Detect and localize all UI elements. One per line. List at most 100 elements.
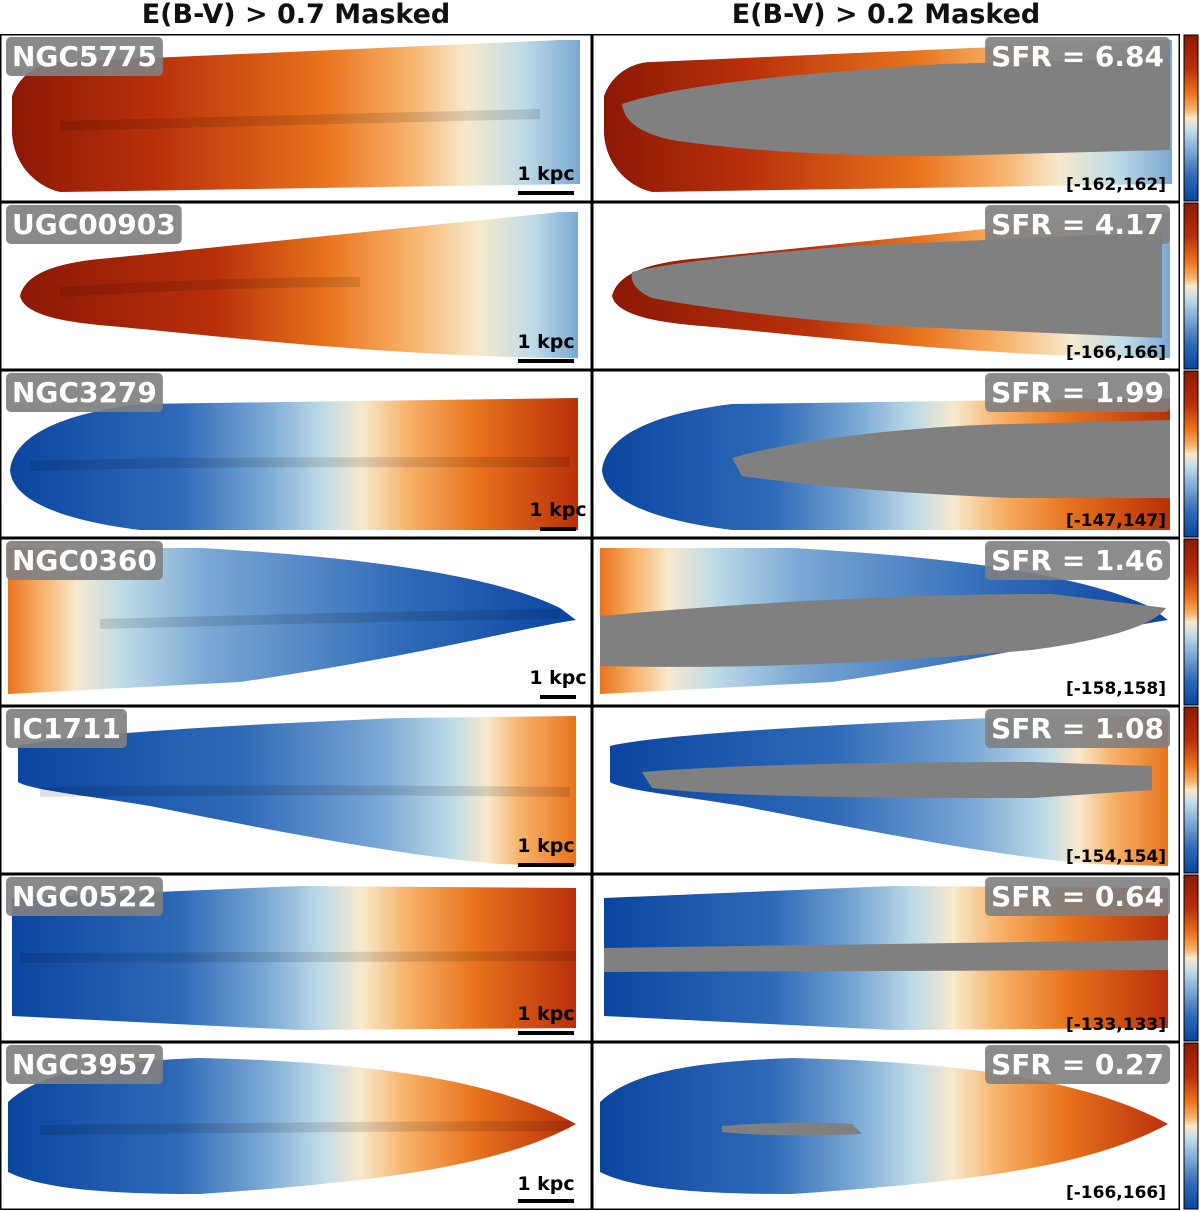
galaxy-name-box (6, 205, 182, 244)
sfr-box (985, 1045, 1170, 1084)
velocity-field (20, 212, 578, 358)
velocity-range-label: [-162,162] (1066, 175, 1166, 195)
galaxy-name-label: UGC00903 (12, 208, 176, 241)
galaxy-name-box (6, 37, 163, 76)
scale-bar-label: 1 kpc (517, 1003, 574, 1025)
sfr-label: SFR = 6.84 (991, 40, 1164, 73)
right-column-title: E(B-V) > 0.2 Masked (731, 0, 1041, 30)
panel-ngc3957-left: NGC3957 1 kpc (0, 1042, 592, 1210)
panel-ngc5775-left: NGC5775 1 kpc (0, 34, 592, 202)
panel-ugc00903-left: UGC00903 1 kpc (0, 202, 592, 370)
sfr-box (985, 373, 1170, 412)
velocity-field (10, 398, 578, 530)
sfr-box (985, 541, 1170, 580)
panel-frame (0, 1042, 592, 1210)
sfr-box (985, 205, 1170, 244)
galaxy-name-label: IC1711 (12, 712, 121, 745)
panel-frame (592, 706, 1180, 874)
extinction-mask (732, 420, 1170, 498)
left-column-title: E(B-V) > 0.7 Masked (141, 0, 451, 30)
panel-frame (0, 874, 592, 1042)
sfr-label: SFR = 1.99 (991, 376, 1164, 409)
extinction-mask (631, 232, 1162, 338)
sfr-box (985, 709, 1170, 748)
major-axis-streak (59, 109, 541, 131)
colorbar-strip (1183, 202, 1199, 370)
velocity-field (18, 716, 576, 866)
panel-frame (0, 538, 592, 706)
scale-bar-label: 1 kpc (529, 667, 586, 689)
panel-frame (592, 1042, 1180, 1210)
galaxy-name-label: NGC0522 (12, 880, 157, 913)
major-axis-streak (59, 277, 361, 297)
sfr-label: SFR = 0.64 (991, 880, 1164, 913)
colorbar-strip (1183, 370, 1199, 538)
panel-ngc0522-left: NGC0522 1 kpc (0, 874, 592, 1042)
scale-bar (518, 191, 574, 195)
scale-bar-label: 1 kpc (517, 163, 574, 185)
scale-bar-label: 1 kpc (517, 835, 574, 857)
extinction-mask (622, 58, 1170, 156)
panel-frame (592, 370, 1180, 538)
velocity-range-label: [-133,133] (1066, 1015, 1166, 1035)
major-axis-streak (29, 457, 571, 471)
velocity-range-label: [-154,154] (1066, 847, 1166, 867)
colorbar (1183, 34, 1199, 1210)
panel-frame (592, 34, 1180, 202)
galaxy-name-label: NGC3279 (12, 376, 157, 409)
panel-ic1711-right: SFR = 1.08 [-154,154] (592, 706, 1180, 874)
colorbar-strip (1183, 538, 1199, 706)
panel-ngc5775-right: SFR = 6.84 [-162,162] (592, 34, 1180, 202)
galaxy-name-label: NGC0360 (12, 544, 157, 577)
velocity-map-grid: NGC5775 1 kpc SFR = 6.84 [-162,162] UGC00903… (0, 34, 1199, 1210)
panel-frame (592, 538, 1180, 706)
galaxy-name-box (6, 709, 127, 748)
scale-bar-label: 1 kpc (517, 1173, 574, 1195)
sfr-label: SFR = 0.27 (991, 1048, 1164, 1081)
panel-frame (0, 34, 592, 202)
sfr-box (985, 37, 1170, 76)
velocity-field (8, 1058, 576, 1194)
galaxy-name-box (6, 1045, 163, 1084)
major-axis-streak (19, 951, 577, 963)
panel-frame (0, 706, 592, 874)
galaxy-name-box (6, 373, 163, 412)
sfr-label: SFR = 4.17 (991, 208, 1164, 241)
sfr-box (985, 877, 1170, 916)
extinction-mask (604, 940, 1168, 972)
major-axis-streak (39, 785, 571, 797)
sfr-label: SFR = 1.08 (991, 712, 1164, 745)
galaxy-name-box (6, 541, 163, 580)
panel-frame (0, 202, 592, 370)
velocity-range-label: [-166,166] (1066, 343, 1166, 363)
scale-bar-label: 1 kpc (517, 331, 574, 353)
panel-ugc00903-right: SFR = 4.17 [-166,166] (592, 202, 1180, 370)
velocity-range-label: [-158,158] (1066, 679, 1166, 699)
scale-bar (518, 359, 574, 363)
panel-ngc0360-right: SFR = 1.46 [-158,158] (592, 538, 1180, 706)
galaxy-name-label: NGC5775 (12, 40, 157, 73)
galaxy-name-label: NGC3957 (12, 1048, 157, 1081)
velocity-range-label: [-147,147] (1066, 511, 1166, 531)
scale-bar (540, 527, 576, 531)
scale-bar-label: 1 kpc (529, 499, 586, 521)
panel-frame (0, 370, 592, 538)
panel-ngc0360-left: NGC0360 1 kpc (0, 538, 592, 706)
colorbar-strip (1183, 34, 1199, 202)
major-axis-streak (39, 1121, 571, 1135)
velocity-field (12, 40, 580, 192)
extinction-mask (642, 762, 1152, 798)
panel-ngc3279-right: SFR = 1.99 [-147,147] (592, 370, 1180, 538)
panel-frame (592, 874, 1180, 1042)
panel-ngc3957-right: SFR = 0.27 [-166,166] (592, 1042, 1180, 1210)
velocity-field (12, 886, 576, 1030)
colorbar-strip (1183, 874, 1199, 1042)
extinction-mask (600, 594, 1166, 667)
panel-ic1711-left: IC1711 1 kpc (0, 706, 592, 874)
scale-bar (518, 1199, 574, 1203)
panel-ngc3279-left: NGC3279 1 kpc (0, 370, 592, 538)
velocity-field (600, 1058, 1168, 1194)
panel-frame (592, 202, 1180, 370)
extinction-mask (722, 1122, 862, 1136)
colorbar-strip (1183, 706, 1199, 874)
